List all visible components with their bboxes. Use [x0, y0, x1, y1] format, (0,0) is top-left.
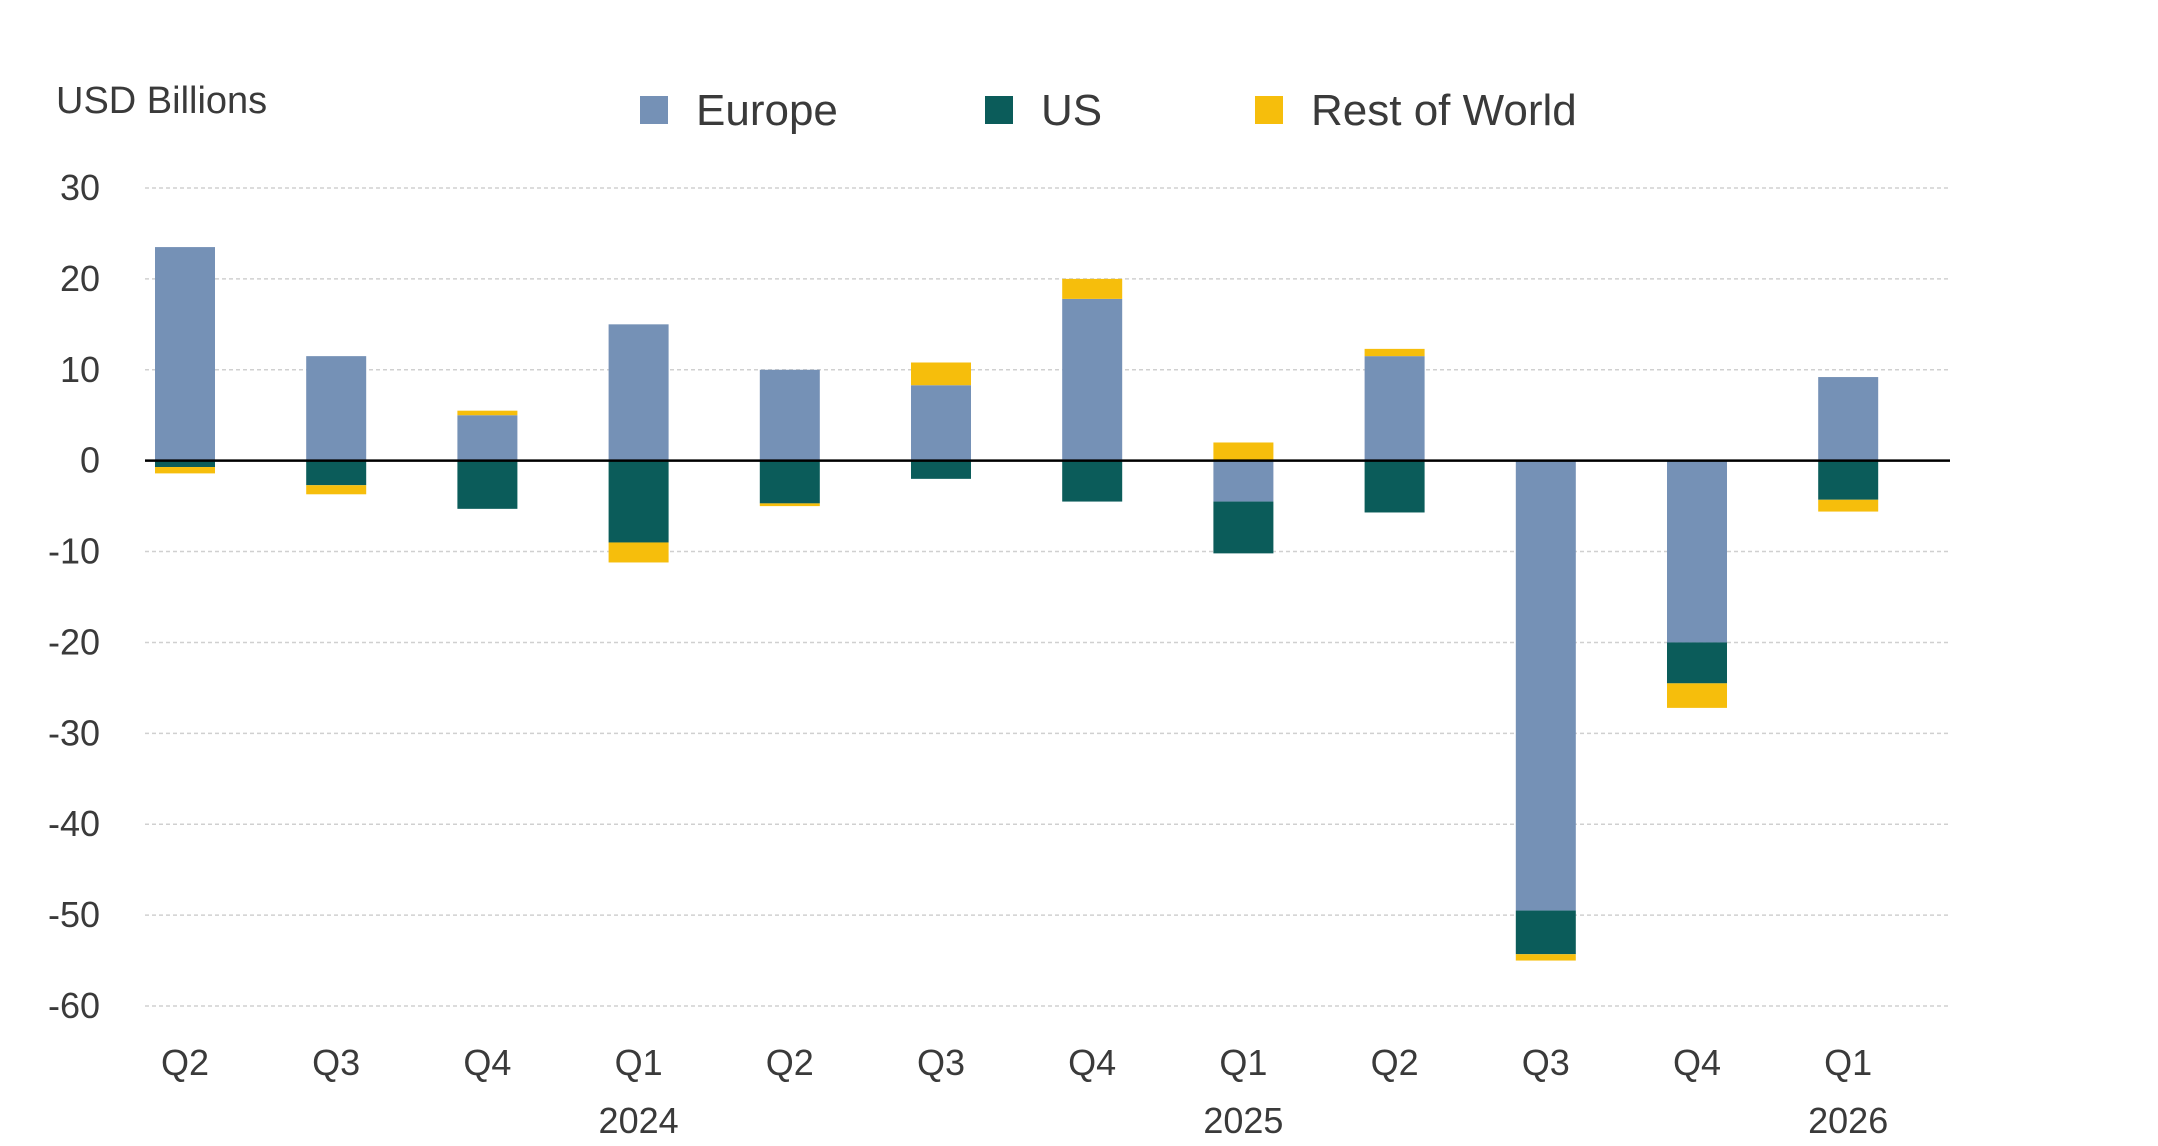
bar-rest-of-world-1 [306, 485, 367, 495]
bar-europe-6 [1062, 298, 1123, 461]
bar-rest-of-world-8 [1364, 348, 1425, 357]
y-axis-unit-label: USD Billions [56, 80, 267, 122]
y-tick-label: -50 [48, 894, 100, 935]
bar-europe-4 [759, 369, 820, 461]
x-tick-label: Q4 [463, 1042, 511, 1083]
bar-us-10 [1667, 642, 1727, 684]
bar-rest-of-world-5 [911, 362, 971, 386]
bars [155, 247, 1879, 961]
legend-swatch-europe [640, 96, 668, 124]
bar-us-3 [608, 460, 669, 543]
x-axis-ticks: Q2 Q3 Q4 Q1 Q2 Q3 Q4 Q1 Q2 Q3 Q4 Q1 2024 2025 2026 [161, 1042, 1888, 1141]
x-tick-label: Q3 [917, 1042, 965, 1083]
bar-rest-of-world-11 [1818, 499, 1879, 512]
bar-rest-of-world-7 [1213, 442, 1274, 461]
y-tick-label: -40 [48, 803, 100, 844]
x-tick-label: Q4 [1673, 1042, 1721, 1083]
x-tick-label: Q2 [1371, 1042, 1419, 1083]
y-tick-label: 20 [60, 258, 100, 299]
y-tick-label: -60 [48, 985, 100, 1026]
bar-us-11 [1818, 460, 1879, 500]
x-tick-label: Q2 [161, 1042, 209, 1083]
x-year-label: 2026 [1808, 1100, 1888, 1141]
bar-us-9 [1515, 910, 1576, 955]
bar-europe-5 [911, 385, 971, 461]
x-tick-label: Q2 [766, 1042, 814, 1083]
bar-europe-0 [155, 247, 215, 461]
bar-rest-of-world-0 [155, 467, 215, 474]
bar-us-6 [1062, 460, 1123, 502]
y-tick-label: -30 [48, 712, 100, 753]
bar-europe-7 [1213, 460, 1274, 502]
bar-rest-of-world-3 [608, 542, 669, 563]
bar-rest-of-world-9 [1515, 954, 1576, 961]
legend-label-us: US [1041, 86, 1102, 135]
x-tick-label: Q1 [1824, 1042, 1872, 1083]
bar-us-7 [1213, 501, 1274, 554]
bar-rest-of-world-6 [1062, 278, 1123, 299]
x-year-label: 2024 [599, 1100, 679, 1141]
bar-europe-2 [457, 415, 518, 461]
bar-europe-8 [1364, 356, 1425, 461]
y-tick-label: 10 [60, 349, 100, 390]
bar-europe-1 [306, 356, 367, 461]
x-tick-label: Q1 [615, 1042, 663, 1083]
x-tick-label: Q4 [1068, 1042, 1116, 1083]
legend-swatch-rest-of-world [1255, 96, 1283, 124]
bar-rest-of-world-10 [1667, 683, 1727, 708]
y-tick-label: -20 [48, 621, 100, 662]
x-tick-label: Q1 [1219, 1042, 1267, 1083]
bar-us-2 [457, 460, 518, 509]
bar-us-0 [155, 460, 215, 468]
bar-us-5 [911, 460, 971, 479]
bar-europe-9 [1515, 460, 1576, 911]
y-tick-label: -10 [48, 531, 100, 572]
bar-europe-3 [608, 324, 669, 461]
bar-us-1 [306, 460, 367, 486]
bar-us-8 [1364, 460, 1425, 513]
y-tick-label: 30 [60, 167, 100, 208]
legend: Europe US Rest of World [640, 86, 1577, 135]
legend-label-rest-of-world: Rest of World [1311, 86, 1577, 135]
x-year-label: 2025 [1203, 1100, 1283, 1141]
x-tick-label: Q3 [1522, 1042, 1570, 1083]
x-tick-label: Q3 [312, 1042, 360, 1083]
y-tick-label: 0 [80, 440, 100, 481]
y-axis-ticks: 30 20 10 0 -10 -20 -30 -40 -50 -60 [48, 167, 100, 1026]
legend-label-europe: Europe [696, 86, 838, 135]
bar-europe-10 [1667, 460, 1727, 643]
bar-rest-of-world-2 [457, 410, 518, 416]
bar-rest-of-world-4 [759, 503, 820, 507]
legend-swatch-us [985, 96, 1013, 124]
bar-europe-11 [1818, 377, 1879, 461]
bar-us-4 [759, 460, 820, 504]
